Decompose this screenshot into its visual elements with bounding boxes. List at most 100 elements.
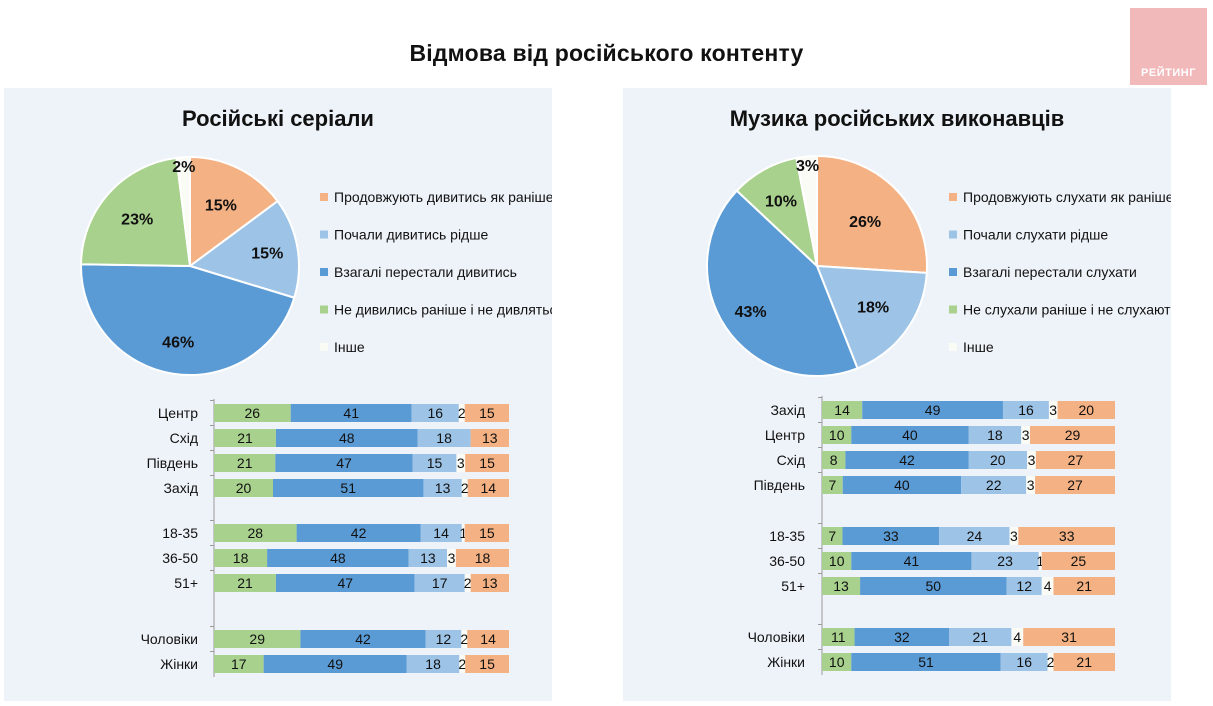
bar-segment	[851, 552, 972, 570]
bar-value-label: 42	[355, 631, 371, 647]
bar-value-label: 21	[1076, 578, 1092, 594]
bar-value-label: 2	[458, 405, 466, 421]
bar-category-label: 36-50	[162, 550, 198, 566]
bar-value-label: 33	[1059, 528, 1075, 544]
bar-segment	[1053, 653, 1115, 671]
legend-label: Взагалі перестали слухати	[963, 264, 1137, 280]
legend-swatch	[949, 193, 957, 201]
bar-segment	[461, 479, 468, 497]
bar-segment	[275, 454, 413, 472]
bar-segment	[470, 574, 509, 592]
bar-segment	[968, 451, 1028, 469]
legend-label: Почали слухати рідше	[963, 227, 1108, 243]
bar-value-label: 26	[245, 405, 261, 421]
legend-label: Інше	[963, 339, 994, 355]
bar-segment	[408, 549, 448, 567]
bar-value-label: 2	[458, 656, 466, 672]
bar-category-label: Захід	[770, 402, 805, 418]
legend-swatch	[320, 268, 328, 276]
bar-value-label: 48	[330, 550, 346, 566]
bar-segment	[1048, 401, 1058, 419]
bar-value-label: 41	[343, 405, 359, 421]
bar-segment	[1027, 451, 1036, 469]
bar-segment	[1009, 527, 1019, 545]
bar-value-label: 23	[997, 553, 1013, 569]
chart-russian-series: 15% 15% 46% 23% 2% Продовжують дивитись як ра…	[79, 155, 552, 677]
pie-slice-label: 18%	[857, 300, 889, 317]
bar-category-label: 18-35	[769, 528, 805, 544]
bar-category-label: 36-50	[769, 553, 805, 569]
bar-value-label: 14	[834, 402, 850, 418]
legend-label: Не дивились раніше і не дивляться	[334, 302, 552, 318]
bar-category-label: Чоловіки	[141, 631, 198, 647]
bar-value-label: 20	[990, 452, 1006, 468]
bar-segment	[461, 630, 468, 648]
bar-value-label: 3	[1028, 452, 1036, 468]
bar-value-label: 42	[899, 452, 915, 468]
bar-segment	[822, 476, 843, 494]
bar-segment	[1018, 527, 1115, 545]
pie-slice-label: 46%	[162, 334, 194, 351]
bar-segment	[465, 454, 509, 472]
bar-value-label: 16	[1018, 402, 1034, 418]
legend-label: Не слухали раніше і не слухають	[963, 302, 1171, 318]
bar-segment	[296, 524, 421, 542]
panel-russian-series: Російські серіали 15% 15% 46% 23% 2% Продовжу…	[4, 88, 552, 701]
bar-value-label: 20	[236, 480, 252, 496]
bar-value-label: 51	[918, 654, 934, 670]
legend-swatch	[320, 305, 328, 314]
bar-value-label: 10	[829, 427, 845, 443]
pie-slice-label: 23%	[121, 212, 153, 229]
bar-segment	[455, 549, 509, 567]
bar-value-label: 29	[1065, 427, 1081, 443]
bar-value-label: 31	[1061, 629, 1077, 645]
bar-segment	[459, 655, 466, 673]
bar-value-label: 18	[475, 550, 491, 566]
bar-segment	[1053, 577, 1115, 595]
bar-value-label: 24	[967, 528, 983, 544]
bar-segment	[275, 574, 415, 592]
legend-label: Продовжують слухати як раніше	[963, 189, 1171, 205]
bar-segment	[1038, 552, 1042, 570]
bar-segment	[458, 404, 465, 422]
bar-segment	[273, 479, 424, 497]
bar-value-label: 4	[1013, 629, 1021, 645]
legend-label: Почали дивитись рідше	[334, 227, 488, 243]
bar-segment	[845, 451, 969, 469]
bar-value-label: 12	[436, 631, 452, 647]
chart-russian-music: 26% 18% 43% 10% 3% Продовжують слухати як ран…	[706, 154, 1171, 675]
bar-value-label: 3	[1022, 427, 1030, 443]
bar-category-label: Південь	[754, 477, 805, 493]
bar-value-label: 47	[336, 455, 352, 471]
panel-russian-music: Музика російських виконавців 26% 18% 43% 10…	[623, 88, 1171, 701]
bar-value-label: 21	[237, 575, 253, 591]
bar-segment	[860, 577, 1007, 595]
bar-value-label: 13	[482, 430, 498, 446]
bar-value-label: 41	[904, 553, 920, 569]
pie-slice-label: 15%	[251, 246, 283, 263]
pie-slice-label: 26%	[849, 214, 881, 231]
panel-title: Російські серіали	[182, 106, 374, 131]
bar-value-label: 49	[327, 656, 343, 672]
bar-value-label: 4	[1044, 578, 1052, 594]
bar-value-label: 51	[340, 480, 356, 496]
bar-segment	[1000, 653, 1048, 671]
bar-segment	[822, 401, 863, 419]
bar-segment	[214, 524, 297, 542]
bar-value-label: 21	[1076, 654, 1092, 670]
bar-value-label: 7	[828, 528, 836, 544]
bar-value-label: 15	[479, 455, 495, 471]
bar-segment	[214, 630, 301, 648]
bar-segment	[467, 479, 509, 497]
bar-segment	[214, 429, 276, 447]
bar-value-label: 10	[829, 654, 845, 670]
bar-value-label: 16	[1016, 654, 1032, 670]
bar-segment	[822, 552, 852, 570]
bar-segment	[461, 524, 465, 542]
bar-segment	[822, 451, 846, 469]
legend-label: Продовжують дивитись як раніше	[334, 189, 552, 205]
bar-segment	[1041, 552, 1115, 570]
bar-category-label: Центр	[158, 405, 198, 421]
bar-value-label: 2	[460, 631, 468, 647]
bar-segment	[464, 524, 509, 542]
